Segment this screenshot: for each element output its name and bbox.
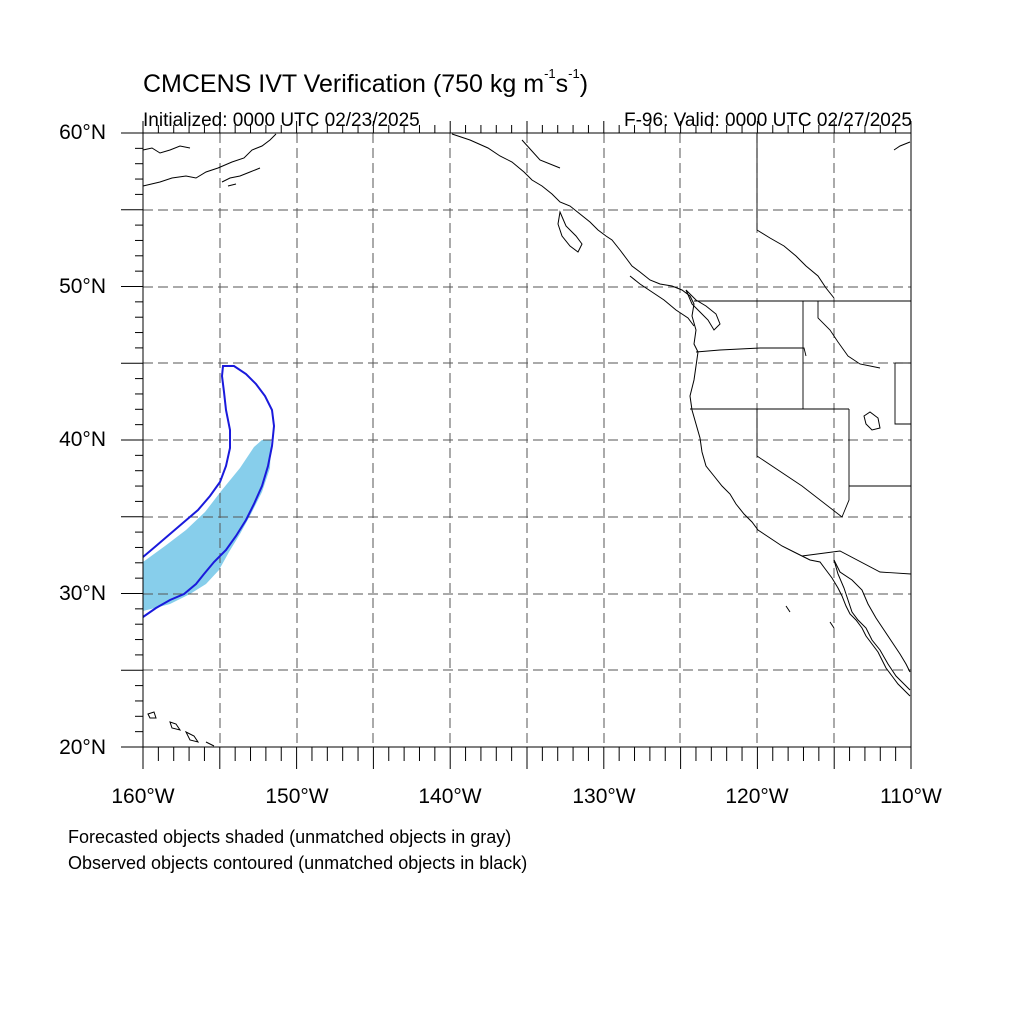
observed-ivt-contour [142,365,276,618]
lat-label-40n: 40°N [59,428,106,451]
map-title: CMCENS IVT Verification (750 kg m-1s-1) [143,66,589,98]
footer-observed-note: Observed objects contoured (unmatched ob… [68,853,528,873]
political-boundaries [690,133,912,575]
lat-label-50n: 50°N [59,275,106,298]
lat-label-60n: 60°N [59,121,106,144]
lon-label-150w: 150°W [265,785,329,808]
graticule [143,133,911,747]
map-frame [121,121,912,769]
coastlines [142,133,911,747]
footer-forecast-note: Forecasted objects shaded (unmatched obj… [68,827,512,847]
lon-label-140w: 140°W [418,785,482,808]
lon-label-130w: 130°W [572,785,636,808]
init-time-label: Initialized: 0000 UTC 02/23/2025 [143,110,420,131]
lat-label-20n: 20°N [59,736,106,759]
lon-label-160w: 160°W [111,785,175,808]
lon-label-120w: 120°W [725,785,789,808]
lat-label-30n: 30°N [59,582,106,605]
lon-label-110w: 110°W [880,785,942,808]
forecast-ivt-object [143,440,271,611]
